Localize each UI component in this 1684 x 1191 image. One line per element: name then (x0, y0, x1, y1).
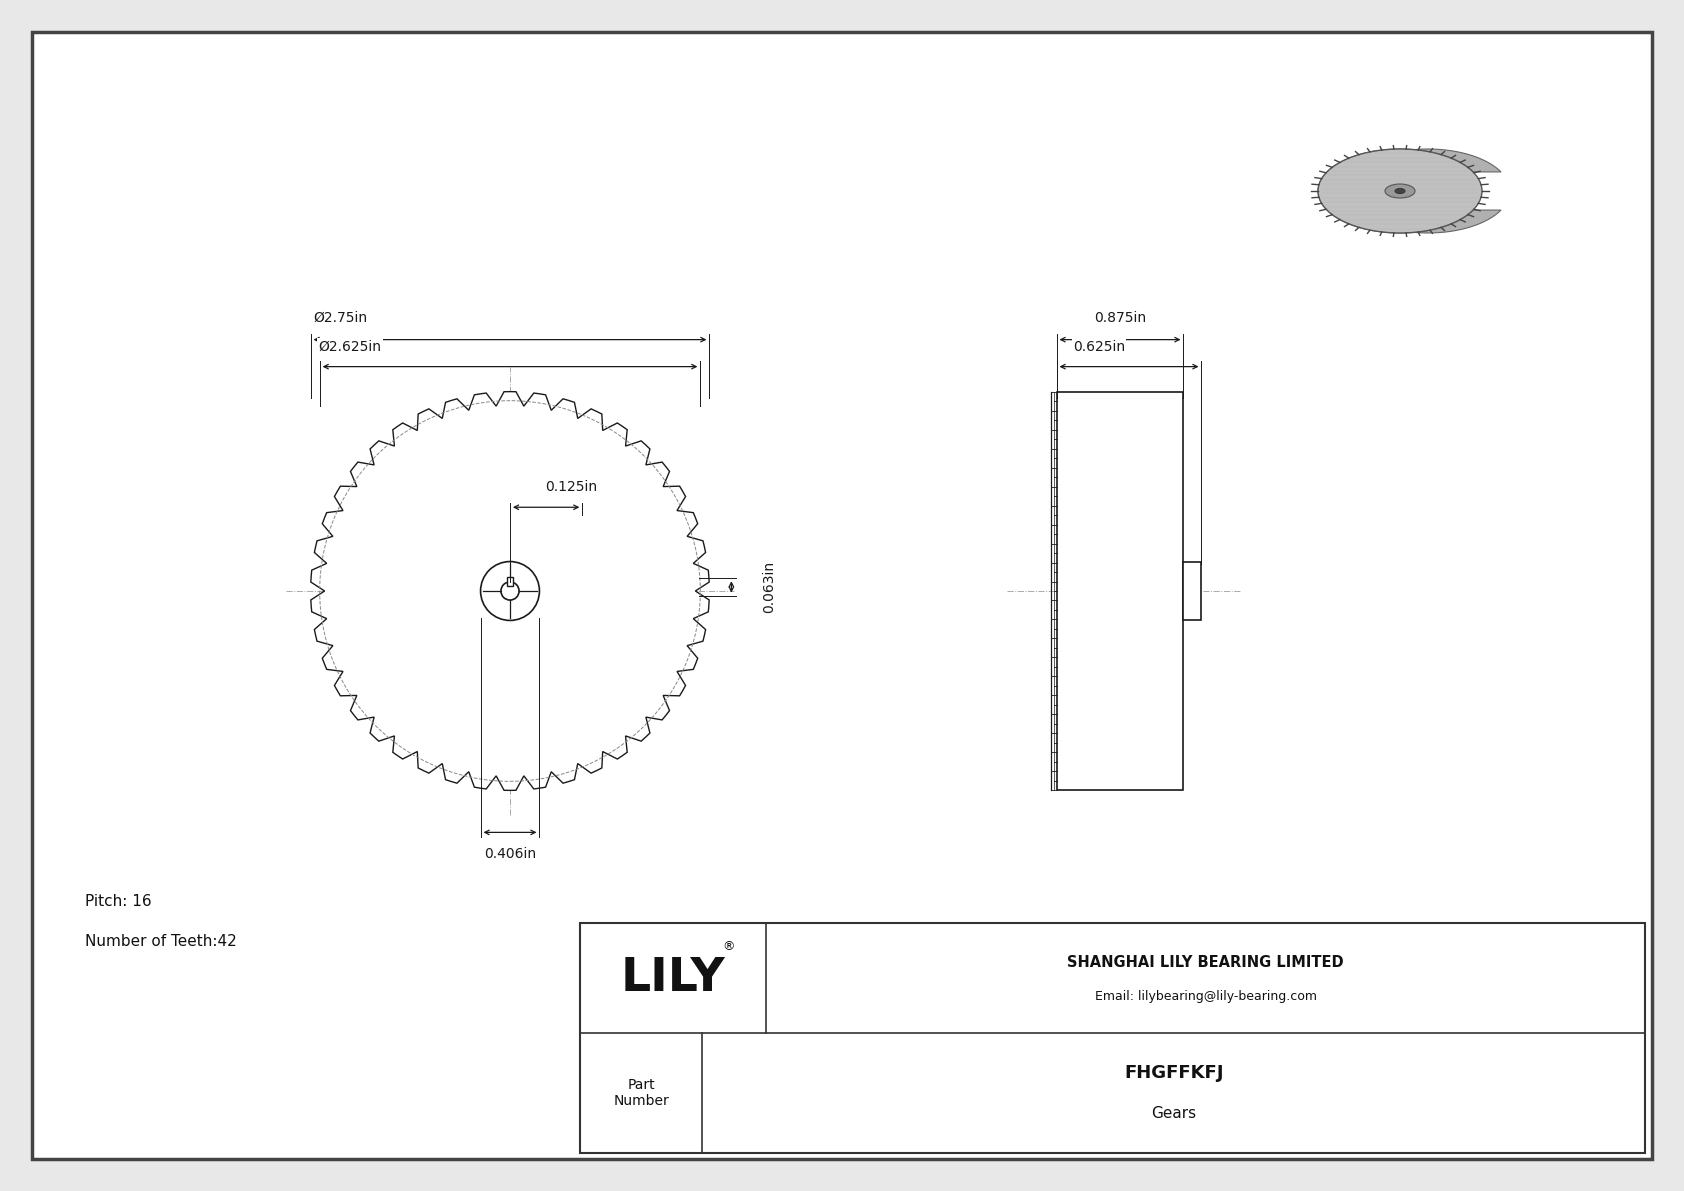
Bar (1056, 392, 1184, 791)
Text: 0.625in: 0.625in (1073, 339, 1125, 354)
Text: Gears: Gears (1152, 1105, 1196, 1121)
Text: 0.063in: 0.063in (763, 561, 776, 613)
Text: Email: lilybearing@lily-bearing.com: Email: lilybearing@lily-bearing.com (1095, 990, 1317, 1003)
Text: Pitch: 16: Pitch: 16 (84, 894, 152, 909)
Ellipse shape (1394, 188, 1404, 193)
Text: SHANGHAI LILY BEARING LIMITED: SHANGHAI LILY BEARING LIMITED (1068, 955, 1344, 969)
Text: ®: ® (722, 940, 734, 953)
Text: 0.125in: 0.125in (546, 480, 598, 494)
Text: Number of Teeth:42: Number of Teeth:42 (84, 934, 237, 949)
Text: Ø2.75in: Ø2.75in (313, 311, 367, 325)
Text: LILY: LILY (621, 955, 726, 1000)
Ellipse shape (1319, 149, 1482, 233)
Text: FHGFFKFJ: FHGFFKFJ (1123, 1065, 1224, 1083)
Text: Part
Number: Part Number (613, 1078, 669, 1109)
Polygon shape (312, 392, 709, 791)
Bar (1184, 562, 1201, 621)
Text: 0.406in: 0.406in (483, 847, 536, 861)
Ellipse shape (1384, 183, 1415, 198)
Bar (507, 578, 514, 586)
Text: Ø2.625in: Ø2.625in (318, 339, 381, 354)
Polygon shape (1319, 149, 1500, 233)
Text: 0.875in: 0.875in (1095, 311, 1147, 325)
Bar (579, 923, 1645, 1153)
